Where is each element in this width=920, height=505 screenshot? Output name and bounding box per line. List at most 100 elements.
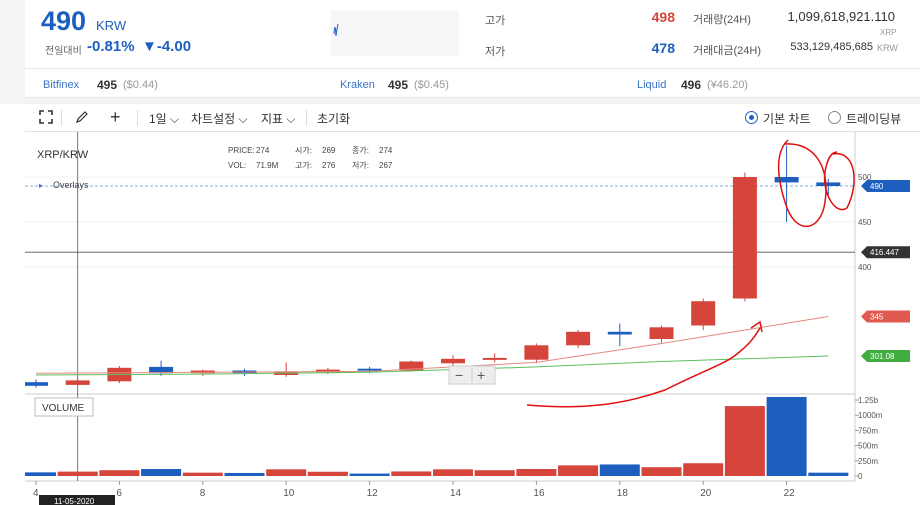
x-tick-label: 22 (784, 488, 796, 499)
info-high-value: 276 (322, 161, 336, 170)
chart-area[interactable]: 500 450 400 1.25b 1000m 750m 500m 250m 0 4 6 8 10 12 1… (25, 132, 920, 505)
candle-body (732, 177, 757, 299)
x-tick-label: 16 (533, 488, 545, 499)
volume-label-box (34, 397, 94, 417)
exchange-name-liquid[interactable]: Liquid (637, 79, 667, 91)
info-low-value: 267 (379, 161, 393, 170)
basic-chart-label[interactable]: 기본 차트 (763, 112, 811, 126)
info-price-value: 274 (256, 146, 270, 155)
chart-toolbar: + 1일 ⌵ 차트설정 ⌵ 지표 ⌵ 초기화 기본 차트 트레이딩뷰 (25, 104, 920, 132)
section-gap (0, 98, 920, 104)
x-tick-label: 8 (200, 488, 206, 499)
exchange-name-kraken[interactable]: Kraken (340, 79, 375, 91)
volume-bar (141, 469, 182, 476)
chevron-down-icon: ⌵ (166, 112, 180, 126)
chart-settings-dropdown[interactable]: 차트설정 ⌵ (191, 110, 248, 127)
last-price-tag-bg (861, 180, 910, 192)
moving-averages-group (35, 316, 829, 376)
interval-dropdown[interactable]: 1일 ⌵ (149, 110, 179, 127)
x-tick-label: 12 (367, 488, 379, 499)
candle-body (25, 382, 48, 386)
volume-unit: XRP (880, 28, 897, 37)
volume-label: 거래량(24H) (693, 14, 751, 26)
exchange-sub-bitfinex: ($0.44) (123, 79, 158, 91)
info-vol-label: VOL: (228, 161, 246, 170)
volume-tick-label: 1.25b (858, 396, 879, 405)
crosshair-price-tag-bg (861, 246, 910, 259)
left-gutter (0, 0, 25, 100)
low-label: 저가 (485, 46, 506, 58)
x-tick-label: 18 (617, 488, 629, 499)
crosshair-date-box (39, 495, 115, 505)
price-tick-label: 450 (858, 218, 872, 227)
volume-bar (766, 396, 807, 476)
info-close-label: 종가: (352, 146, 369, 155)
x-tick-label: 6 (116, 488, 122, 499)
zoom-out-button[interactable]: − (455, 367, 463, 383)
exchange-prices-row: Bitfinex 495 ($0.44) Kraken 495 ($0.45) … (25, 68, 920, 98)
ticker-header: 490 KRW 전일대비 -0.81% ▼-4.00 고가 498 저가 478… (25, 0, 920, 68)
info-price-label: PRICE: (228, 146, 255, 155)
reset-button[interactable]: 초기화 (317, 112, 351, 126)
tradingview-radio[interactable] (828, 111, 841, 124)
annotation-arrow-head (750, 320, 763, 333)
price-tick-label: 400 (858, 263, 872, 272)
candle-body (65, 380, 90, 385)
volume-label: VOLUME (42, 403, 85, 414)
high-label: 고가 (485, 15, 506, 27)
volume-bar (808, 472, 849, 476)
volume-bar (474, 470, 515, 476)
pencil-icon[interactable] (75, 110, 89, 127)
annotation-circle-2 (823, 151, 855, 211)
toolbar-divider (61, 110, 62, 126)
indicators-label: 지표 (261, 112, 284, 126)
basic-chart-radio[interactable] (745, 111, 758, 124)
indicators-dropdown[interactable]: 지표 ⌵ (261, 110, 296, 127)
tradingview-label[interactable]: 트레이딩뷰 (846, 112, 902, 126)
candle-body (816, 182, 841, 186)
chart-symbol: XRP/KRW (37, 149, 89, 161)
volume-bar (224, 472, 265, 476)
volume-bar (516, 469, 557, 476)
exchange-price-liquid: 496 (681, 78, 702, 92)
volume-bar (25, 472, 56, 476)
volume-bar (307, 471, 348, 476)
volume-tick-label: 500m (858, 442, 878, 451)
fullscreen-icon[interactable] (39, 110, 53, 127)
price-unit: KRW (96, 18, 127, 33)
volume-bar (641, 467, 682, 476)
candle-body (524, 345, 549, 360)
ma-green-tag-bg (861, 350, 910, 363)
volume-bar (558, 465, 599, 476)
toolbar-divider (137, 110, 138, 126)
current-price: 490 (41, 6, 87, 36)
sparkline-svg (333, 23, 339, 37)
volume-tick-label: 0 (858, 472, 863, 481)
crosshair-date: 11-05-2020 (54, 497, 95, 505)
candle-body (566, 331, 591, 346)
chart-grid (25, 132, 856, 482)
volume-bar (683, 463, 724, 476)
candle-body (357, 368, 382, 371)
candle-body (315, 369, 340, 373)
exchange-price-kraken: 495 (388, 78, 409, 92)
high-value: 498 (651, 9, 675, 25)
info-vol-value: 71.9M (256, 161, 279, 170)
overlays-toggle-icon[interactable]: ▸ (39, 181, 43, 190)
toolbar-divider (306, 110, 307, 126)
candle-body (149, 366, 174, 374)
candle-body (607, 331, 632, 335)
overlays-label[interactable]: Overlays (53, 180, 89, 190)
volume-bar (599, 464, 640, 476)
volume-bar (99, 470, 140, 476)
volume-bar (433, 469, 473, 476)
crosshair-icon[interactable]: + (110, 107, 121, 127)
candle-body (691, 301, 716, 326)
candle-body (441, 358, 465, 364)
interval-label: 1일 (149, 112, 167, 126)
zoom-in-button[interactable]: + (477, 367, 485, 383)
exchange-name-bitfinex[interactable]: Bitfinex (43, 79, 80, 91)
price-chart[interactable]: 500 450 400 1.25b 1000m 750m 500m 250m 0 4 6 8 10 12 1… (25, 132, 920, 505)
volume-bar (266, 469, 307, 476)
change-label: 전일대비 (45, 46, 82, 57)
